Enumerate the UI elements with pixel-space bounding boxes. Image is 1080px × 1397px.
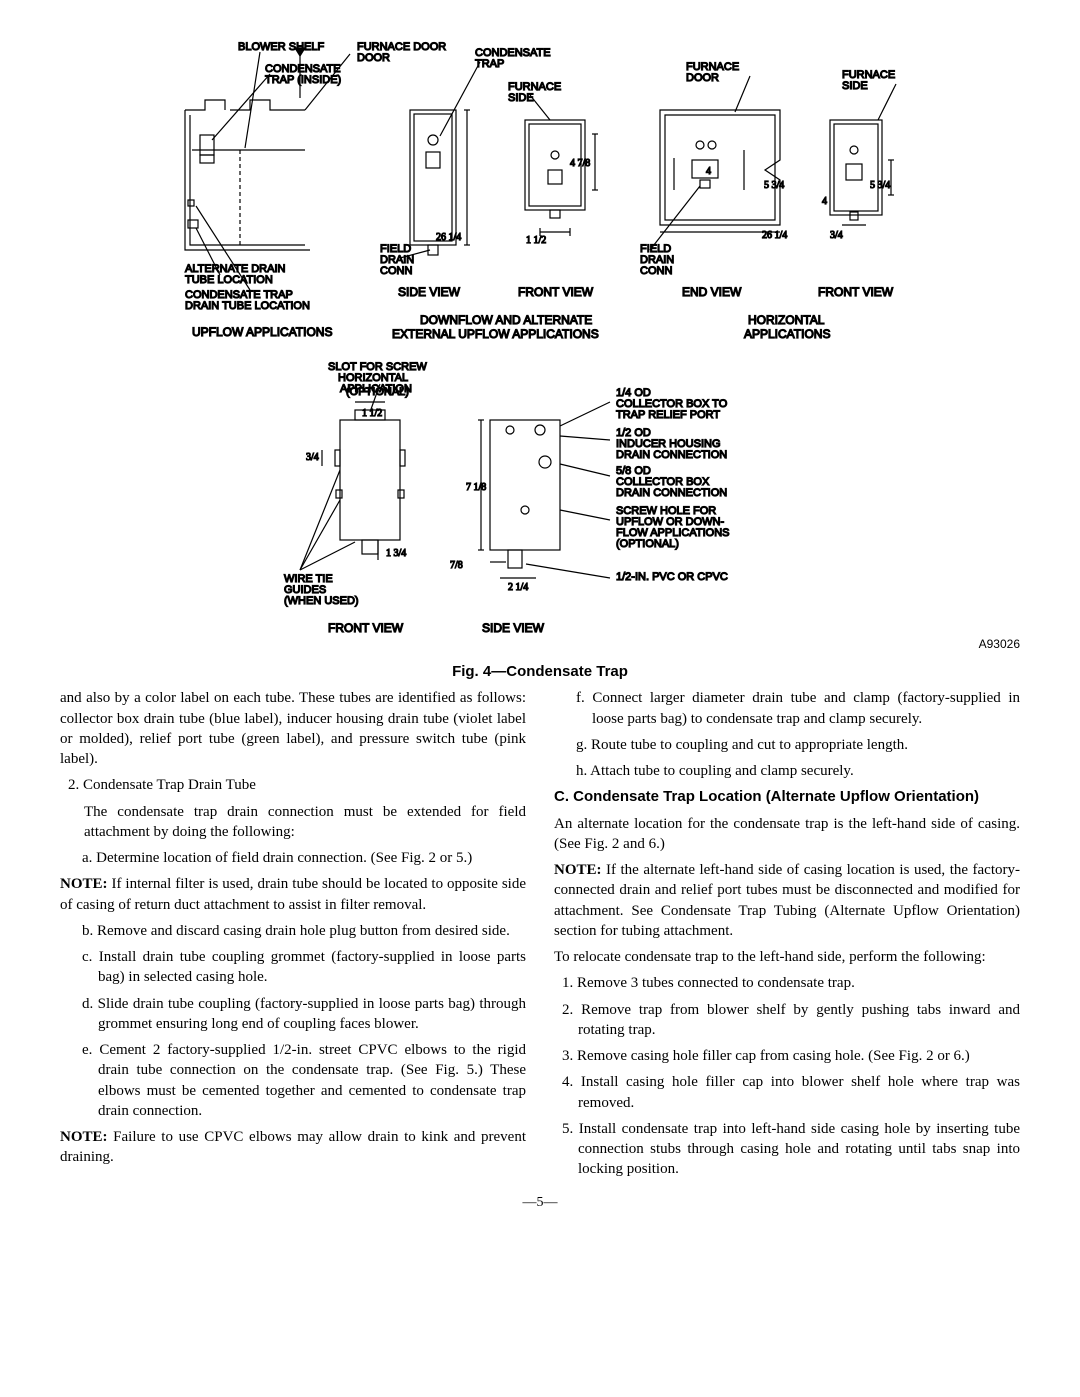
item-2-para: The condensate trap drain connection mus… xyxy=(60,802,526,843)
lbl-downflow-apps-2: EXTERNAL UPFLOW APPLICATIONS xyxy=(392,327,599,341)
lbl-blower-shelf: BLOWER SHELF xyxy=(238,41,324,53)
dim-hf-4: 4 xyxy=(822,196,827,207)
reloc-2: 2. Remove trap from blower shelf by gent… xyxy=(554,1000,1020,1041)
lbl-side-view-1: SIDE VIEW xyxy=(398,285,461,299)
lbl-front-view-2: FRONT VIEW xyxy=(818,285,894,299)
reloc-5: 5. Install condensate trap into left-han… xyxy=(554,1119,1020,1180)
dim-hf-5-3-4: 5 3/4 xyxy=(870,180,890,191)
note-2: NOTE: Failure to use CPVC elbows may all… xyxy=(60,1127,526,1168)
section-c-p2: To relocate condensate trap to the left-… xyxy=(554,947,1020,967)
step-e: e. Cement 2 factory-supplied 1/2-in. str… xyxy=(60,1040,526,1121)
downflow-block xyxy=(400,62,598,258)
lbl-downflow-apps-1: DOWNFLOW AND ALTERNATE xyxy=(420,313,592,327)
body-text: and also by a color label on each tube. … xyxy=(60,688,1020,1179)
lbl-p4d: (OPTIONAL) xyxy=(616,538,679,550)
step-b: b. Remove and discard casing drain hole … xyxy=(60,921,526,941)
lbl-trap-side-view: SIDE VIEW xyxy=(482,621,545,635)
svg-text:TRAP: TRAP xyxy=(475,58,504,70)
note-3-text: If the alternate left-hand side of casin… xyxy=(554,862,1020,939)
bottom-diagram-row: SLOT FOR SCREW HORIZONTAL APPLICATION (O… xyxy=(220,360,860,660)
lbl-p1c: TRAP RELIEF PORT xyxy=(616,409,720,421)
dim-1-1-2: 1 1/2 xyxy=(526,235,546,246)
lbl-end-view: END VIEW xyxy=(682,285,742,299)
dim-hf-3-4: 3/4 xyxy=(830,230,843,241)
note-3: NOTE: If the alternate left-hand side of… xyxy=(554,860,1020,941)
dim-4-7-8: 4 7/8 xyxy=(570,158,590,169)
lbl-upflow-apps: UPFLOW APPLICATIONS xyxy=(192,325,332,339)
dim-ts-7-8: 7/8 xyxy=(450,560,463,571)
figure-4-diagram: BLOWER SHELF FURNACE DOOR DOOR CONDENSAT… xyxy=(60,40,1020,660)
dim-h-26-1-4: 26 1/4 xyxy=(762,230,787,241)
section-c-head: C. Condensate Trap Location (Alternate U… xyxy=(554,787,1020,807)
figure-doc-code: A93026 xyxy=(60,636,1020,652)
svg-text:DRAIN TUBE LOCATION: DRAIN TUBE LOCATION xyxy=(185,300,310,312)
lbl-horiz-apps-2: APPLICATIONS xyxy=(744,327,830,341)
reloc-1: 1. Remove 3 tubes connected to condensat… xyxy=(554,973,1020,993)
lbl-p3c: DRAIN CONNECTION xyxy=(616,487,727,499)
note-1: NOTE: If internal filter is used, drain … xyxy=(60,874,526,915)
step-a: a. Determine location of field drain con… xyxy=(60,848,526,868)
dim-tf-1-3-4: 1 3/4 xyxy=(386,548,406,559)
dim-ts-7-1-8: 7 1/8 xyxy=(466,482,486,493)
svg-text:TUBE LOCATION: TUBE LOCATION xyxy=(185,274,273,286)
lbl-horiz-apps-1: HORIZONTAL xyxy=(748,313,825,327)
step-h: h. Attach tube to coupling and clamp sec… xyxy=(554,761,1020,781)
reloc-3: 3. Remove casing hole filler cap from ca… xyxy=(554,1046,1020,1066)
svg-text:SIDE: SIDE xyxy=(842,80,868,92)
top-diagram-row: BLOWER SHELF FURNACE DOOR DOOR CONDENSAT… xyxy=(130,40,950,360)
svg-text:(OPTIONAL): (OPTIONAL) xyxy=(346,386,409,398)
page-number: —5— xyxy=(60,1194,1020,1213)
svg-text:CONN: CONN xyxy=(380,265,412,277)
note-1-text: If internal filter is used, drain tube s… xyxy=(60,876,526,912)
note-2-text: Failure to use CPVC elbows may allow dra… xyxy=(60,1129,526,1165)
dim-tf-3-4: 3/4 xyxy=(306,452,319,463)
dim-ts-2-1-4: 2 1/4 xyxy=(508,582,528,593)
horizontal-block xyxy=(650,76,896,250)
section-c-p1: An alternate location for the condensate… xyxy=(554,814,1020,855)
dim-26-1-4: 26 1/4 xyxy=(436,232,461,243)
reloc-4: 4. Install casing hole filler cap into b… xyxy=(554,1072,1020,1113)
figure-caption: Fig. 4—Condensate Trap xyxy=(60,662,1020,682)
step-c: c. Install drain tube coupling grommet (… xyxy=(60,947,526,988)
lbl-p5: 1/2-IN. PVC OR CPVC xyxy=(616,571,728,583)
dim-h-5-3-4: 5 3/4 xyxy=(764,180,784,191)
lbl-wiretie-3: (WHEN USED) xyxy=(284,595,359,607)
svg-text:CONN: CONN xyxy=(640,265,672,277)
lbl-trap-front-view: FRONT VIEW xyxy=(328,621,404,635)
lbl-front-view-1: FRONT VIEW xyxy=(518,285,594,299)
lbl-p2c: DRAIN CONNECTION xyxy=(616,449,727,461)
svg-text:TRAP (INSIDE): TRAP (INSIDE) xyxy=(265,74,341,86)
item-2-head: 2. Condensate Trap Drain Tube xyxy=(60,775,526,795)
step-g: g. Route tube to coupling and cut to app… xyxy=(554,735,1020,755)
dim-h-4: 4 xyxy=(706,166,711,177)
intro-para: and also by a color label on each tube. … xyxy=(60,688,526,769)
trap-front xyxy=(300,384,405,570)
svg-text:SIDE: SIDE xyxy=(508,92,534,104)
trap-side xyxy=(478,402,610,578)
step-f: f. Connect larger diameter drain tube an… xyxy=(554,688,1020,729)
svg-text:DOOR: DOOR xyxy=(357,52,390,64)
step-d: d. Slide drain tube coupling (factory-su… xyxy=(60,994,526,1035)
dim-tf-1-1-2: 1 1/2 xyxy=(362,408,382,419)
svg-text:DOOR: DOOR xyxy=(686,72,719,84)
